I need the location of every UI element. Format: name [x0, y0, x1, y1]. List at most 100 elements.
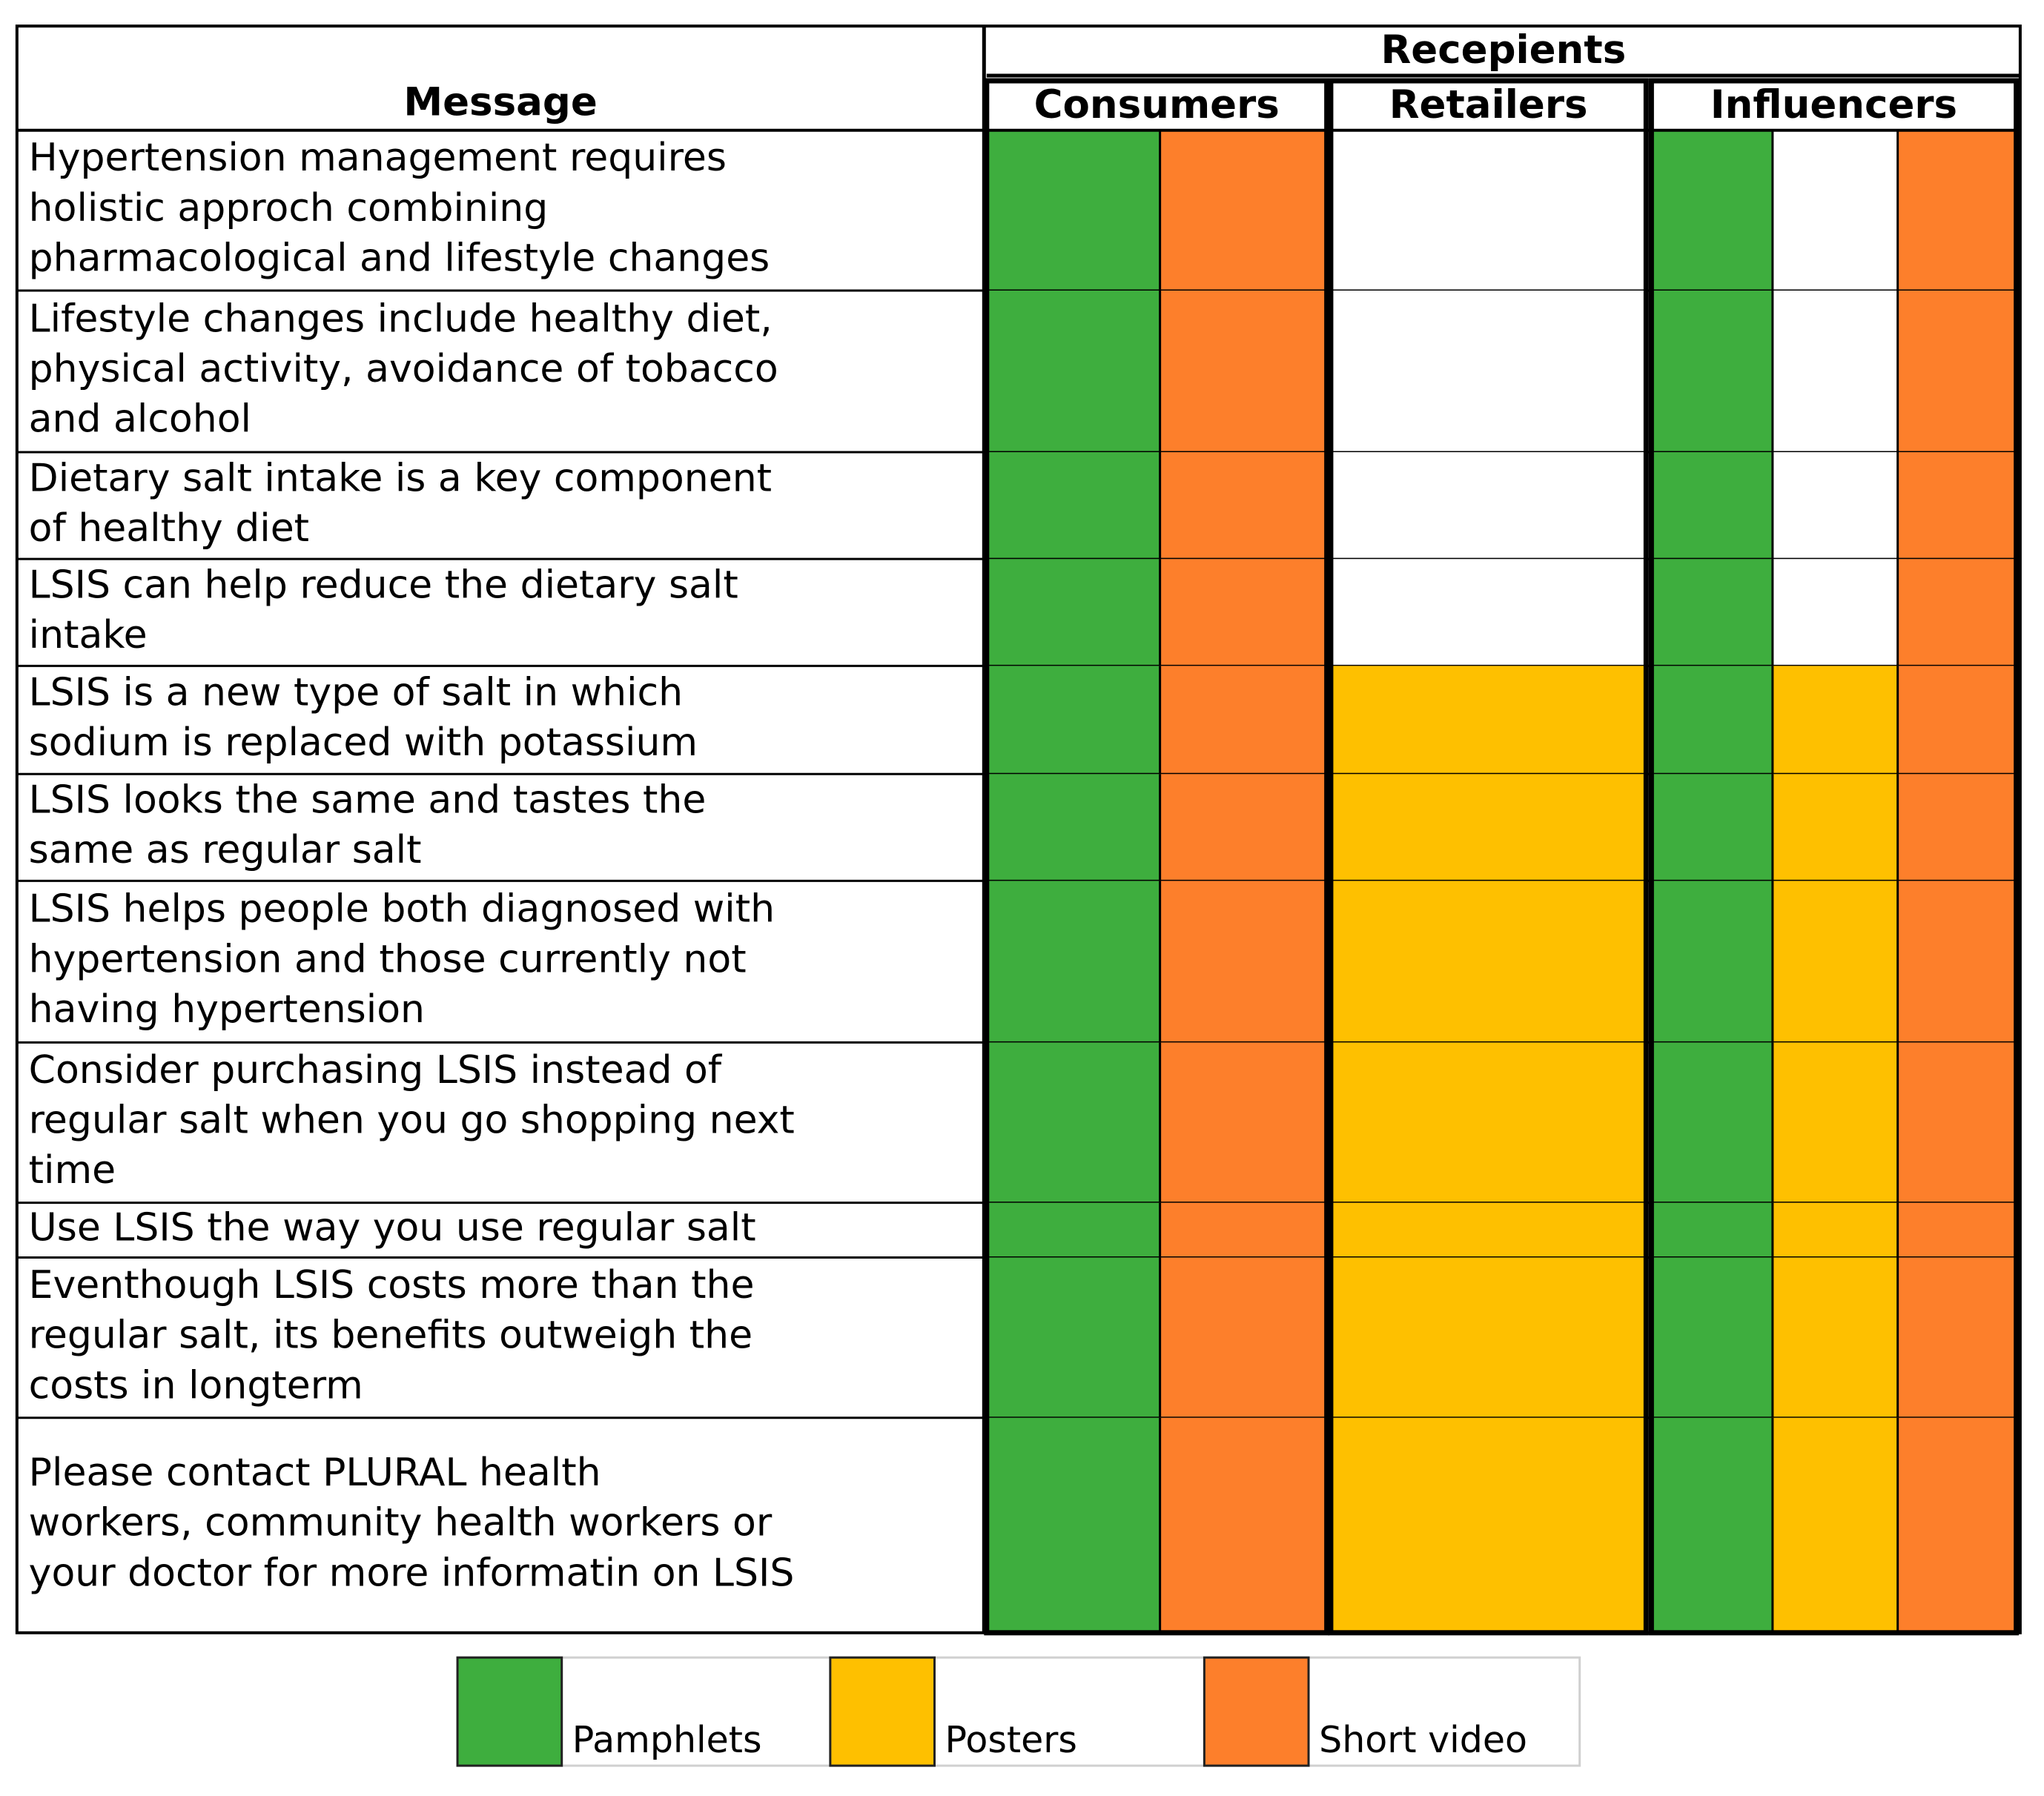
message-text: Eventhough LSIS costs more than the — [29, 1263, 755, 1308]
channel-cell — [1330, 291, 1647, 453]
channel-cell — [1897, 130, 2017, 291]
message-text: of healthy diet — [29, 506, 309, 551]
channel-cell — [1651, 130, 1773, 291]
channel-cell — [986, 1042, 1160, 1203]
channel-cell — [986, 1257, 1160, 1418]
channel-cell — [1772, 291, 1898, 453]
message-text: workers, community health workers or — [29, 1501, 773, 1545]
legend-swatch — [456, 1656, 563, 1767]
message-text: time — [29, 1148, 116, 1193]
channel-cell — [986, 452, 1160, 560]
channel-cell — [1160, 130, 1327, 291]
message-text: costs in longterm — [29, 1363, 363, 1408]
channel-cell — [1897, 774, 2017, 881]
channel-cell — [1897, 1417, 2017, 1633]
channel-cell — [986, 881, 1160, 1043]
message-text: having hypertension — [29, 987, 425, 1032]
message-text: Hypertension management requires — [29, 136, 727, 180]
legend-swatch — [1203, 1656, 1310, 1767]
channel-cell — [1160, 559, 1327, 666]
channel-cell — [1651, 291, 1773, 453]
message-text: Lifestyle changes include healthy diet, — [29, 296, 773, 341]
channel-cell — [1772, 1042, 1898, 1203]
channel-cell — [1772, 774, 1898, 881]
message-text: and alcohol — [29, 397, 251, 442]
message-text: physical activity, avoidance of tobacco — [29, 347, 778, 391]
channel-cell — [1330, 1042, 1647, 1203]
channel-cell — [1651, 1042, 1773, 1203]
header-recipients: Recepients — [1380, 27, 1626, 73]
message-text: regular salt when you go shopping next — [29, 1099, 795, 1143]
channel-cell — [1772, 1257, 1898, 1418]
channel-cell — [1330, 1257, 1647, 1418]
channel-cell — [986, 1202, 1160, 1258]
message-text: intake — [29, 613, 148, 657]
channel-cell — [1330, 1417, 1647, 1633]
message-text: regular salt, its benefits outweigh the — [29, 1313, 753, 1358]
channel-cell — [986, 130, 1160, 291]
channel-cell — [1772, 1417, 1898, 1633]
channel-cell — [1897, 1257, 2017, 1418]
channel-cell — [1772, 130, 1898, 291]
channel-cell — [1772, 881, 1898, 1043]
message-text: sodium is replaced with potassium — [29, 720, 698, 765]
channel-cell — [1772, 1202, 1898, 1258]
group-frame — [1648, 78, 2020, 1636]
header-message: Message — [403, 79, 597, 125]
channel-cell — [986, 774, 1160, 881]
channel-cell — [1160, 881, 1327, 1043]
channel-cell — [1160, 291, 1327, 453]
channel-cell — [1897, 881, 2017, 1043]
message-text: LSIS helps people both diagnosed with — [29, 887, 775, 932]
message-text: your doctor for more informatin on LSIS — [29, 1551, 795, 1595]
channel-cell — [1651, 774, 1773, 881]
channel-cell — [1651, 452, 1773, 560]
group-frame — [984, 78, 1330, 1636]
message-text: hypertension and those currently not — [29, 937, 747, 981]
channel-cell — [1897, 559, 2017, 666]
channel-cell — [1897, 1042, 2017, 1203]
group-header: Influencers — [1710, 82, 1957, 127]
channel-cell — [1160, 1417, 1327, 1633]
channel-cell — [1330, 130, 1647, 291]
group-header: Retailers — [1389, 82, 1588, 127]
channel-cell — [1330, 452, 1647, 560]
message-text: LSIS looks the same and tastes the — [29, 778, 707, 822]
legend-label: Short video — [1319, 1719, 1527, 1761]
message-text: same as regular salt — [29, 828, 422, 872]
channel-cell — [1651, 559, 1773, 666]
message-text: holistic approch combining — [29, 186, 549, 231]
channel-cell — [1160, 666, 1327, 775]
channel-cell — [1330, 666, 1647, 775]
channel-cell — [1651, 881, 1773, 1043]
channel-cell — [1651, 1417, 1773, 1633]
channel-cell — [1651, 666, 1773, 775]
legend-swatch — [829, 1656, 936, 1767]
channel-cell — [1651, 1257, 1773, 1418]
message-text: Use LSIS the way you use regular salt — [29, 1206, 756, 1250]
message-text: Please contact PLURAL health — [29, 1451, 601, 1495]
channel-cell — [1897, 666, 2017, 775]
channel-cell — [1330, 881, 1647, 1043]
message-text: LSIS can help reduce the dietary salt — [29, 563, 738, 607]
channel-cell — [1160, 1042, 1327, 1203]
channel-cell — [1330, 1202, 1647, 1258]
group-frame — [1328, 78, 1649, 1636]
channel-cell — [1772, 666, 1898, 775]
message-text: Dietary salt intake is a key component — [29, 456, 772, 500]
channel-cell — [986, 291, 1160, 453]
message-text: LSIS is a new type of salt in which — [29, 670, 683, 715]
message-text: Consider purchasing LSIS instead of — [29, 1048, 723, 1093]
channel-cell — [1160, 1202, 1327, 1258]
channel-cell — [986, 559, 1160, 666]
channel-cell — [1772, 452, 1898, 560]
channel-cell — [986, 666, 1160, 775]
channel-cell — [1160, 452, 1327, 560]
channel-cell — [986, 1417, 1160, 1633]
channel-cell — [1897, 1202, 2017, 1258]
channel-cell — [1772, 559, 1898, 666]
channel-cell — [1897, 291, 2017, 453]
channel-cell — [1330, 559, 1647, 666]
